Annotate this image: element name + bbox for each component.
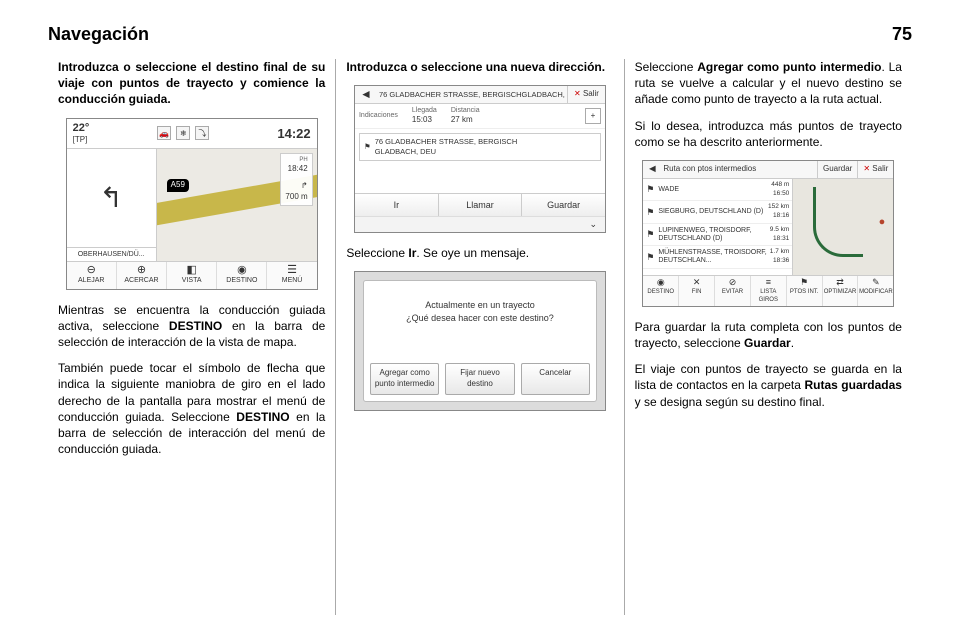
zoom-in-icon: ⊕ bbox=[117, 265, 166, 276]
c1-p2: Mientras se encuentra la conducción guia… bbox=[58, 302, 325, 351]
wp-item[interactable]: ⚑ WADE 448 m16:50 bbox=[643, 179, 792, 202]
screenshot-waypoints: ◄ Ruta con ptos intermedios Guardar ✕ Sa… bbox=[642, 160, 894, 307]
btn-menu[interactable]: ☰MENÚ bbox=[267, 262, 316, 288]
btn-alejar[interactable]: ⊖ALEJAR bbox=[67, 262, 117, 288]
pin-icon: ● bbox=[879, 215, 886, 230]
optimize-icon: ⇄ bbox=[823, 278, 858, 288]
exit-button[interactable]: ✕ Salir bbox=[567, 86, 605, 103]
btn-guardar[interactable]: Guardar bbox=[522, 194, 605, 216]
flag-icon: ⚑ bbox=[646, 228, 658, 240]
btn-llamar[interactable]: Llamar bbox=[439, 194, 523, 216]
tb-destino[interactable]: ◉DESTINO bbox=[643, 276, 679, 306]
avoid-icon: ⊘ bbox=[715, 278, 750, 288]
btn-vista[interactable]: ◧VISTA bbox=[167, 262, 217, 288]
map-canvas: A59 PH 18:42 ↱ 700 m bbox=[157, 149, 317, 261]
turn-arrow-icon: ↰ bbox=[67, 149, 156, 247]
dist-label: Distancia bbox=[451, 106, 480, 115]
screenshot-destination-detail: ◄ 76 GLADBACHER STRASSE, BERGISCHGLADBAC… bbox=[354, 85, 606, 232]
status-icons: 🚗 ❄ ⤵ bbox=[156, 126, 210, 141]
wp-item[interactable]: ⚑ SIEGBURG, DEUTSCHLAND (D) 152 km18:16 bbox=[643, 201, 792, 224]
flag-icon: ⚑ bbox=[646, 206, 658, 218]
back-icon[interactable]: ◄ bbox=[643, 162, 661, 177]
tb-lista[interactable]: ≡LISTA GIROS bbox=[751, 276, 787, 306]
dist-val: 27 km bbox=[451, 115, 480, 126]
chevron-down-icon[interactable]: ⌄ bbox=[355, 216, 605, 231]
mini-map: ● bbox=[793, 179, 893, 275]
c3-p1: Seleccione Agregar como punto intermedio… bbox=[635, 59, 902, 108]
llegada-label: Llegada bbox=[412, 106, 437, 115]
btn-acercar[interactable]: ⊕ACERCAR bbox=[117, 262, 167, 288]
list-icon: ≡ bbox=[751, 278, 786, 288]
dialog-line1: Actualmente en un trayecto bbox=[370, 299, 590, 313]
car-icon: 🚗 bbox=[157, 126, 171, 140]
screenshot-dialog: Actualmente en un trayecto ¿Qué desea ha… bbox=[354, 271, 606, 411]
tb-optimizar[interactable]: ⇄OPTIMIZAR bbox=[823, 276, 859, 306]
exit-button[interactable]: ✕ Salir bbox=[857, 161, 893, 178]
btn-fijar-nuevo[interactable]: Fijar nuevo destino bbox=[445, 363, 514, 395]
c3-p4: El viaje con puntos de trayecto se guard… bbox=[635, 361, 902, 410]
dist-remaining: 700 m bbox=[285, 192, 307, 203]
wp-item[interactable]: ⚑ MÜHLENSTRASSE, TROISDORF, DEUTSCHLAN..… bbox=[643, 246, 792, 269]
ph-label: PH bbox=[285, 156, 307, 164]
tp-indicator: [TP] bbox=[73, 135, 90, 146]
dest-item[interactable]: ⚑ 76 GLADBACHER STRASSE, BERGISCH GLADBA… bbox=[359, 133, 601, 161]
c1-p1: Introduzca o seleccione el destino final… bbox=[58, 59, 325, 108]
zoom-out-icon: ⊖ bbox=[67, 265, 116, 276]
turn-mini-icon: ↱ bbox=[285, 181, 307, 192]
indic-label: Indicaciones bbox=[359, 111, 398, 120]
btn-destino[interactable]: ◉DESTINO bbox=[217, 262, 267, 288]
view-icon: ◧ bbox=[167, 265, 216, 276]
page-number: 75 bbox=[892, 24, 912, 45]
add-button[interactable]: + bbox=[585, 108, 601, 124]
eta: 18:42 bbox=[285, 164, 307, 175]
c1-p3: También puede tocar el símbolo de flecha… bbox=[58, 360, 325, 457]
snow-icon: ❄ bbox=[176, 126, 190, 140]
tb-fin[interactable]: ✕FIN bbox=[679, 276, 715, 306]
dialog-line2: ¿Qué desea hacer con este destino? bbox=[370, 312, 590, 326]
route-icon: ⤵ bbox=[195, 126, 209, 140]
edit-icon: ✎ bbox=[858, 278, 893, 288]
destination-icon: ◉ bbox=[217, 265, 266, 276]
screenshot-map-view: 22° [TP] 🚗 ❄ ⤵ 14:22 ↰ OBERHAUSEN/DÜ... bbox=[66, 118, 318, 290]
clock: 14:22 bbox=[277, 125, 310, 143]
menu-icon: ☰ bbox=[267, 265, 316, 276]
c3-p2: Si lo desea, introduzca más puntos de tr… bbox=[635, 118, 902, 150]
flag-icon: ⚑ bbox=[646, 183, 658, 195]
end-icon: ✕ bbox=[679, 278, 714, 288]
tb-evitar[interactable]: ⊘EVITAR bbox=[715, 276, 751, 306]
dest-label: OBERHAUSEN/DÜ... bbox=[67, 247, 156, 261]
wp-title: Ruta con ptos intermedios bbox=[661, 161, 817, 178]
item-line2: GLADBACH, DEU bbox=[375, 147, 518, 157]
flag-icon: ⚑ bbox=[364, 142, 371, 152]
tb-modificar[interactable]: ✎MODIFICAR bbox=[858, 276, 893, 306]
c3-p3: Para guardar la ruta completa con los pu… bbox=[635, 319, 902, 351]
btn-agregar-intermedio[interactable]: Agregar como punto intermedio bbox=[370, 363, 439, 395]
waypoints-icon: ⚑ bbox=[787, 278, 822, 288]
btn-ir[interactable]: Ir bbox=[355, 194, 439, 216]
flag-icon: ⚑ bbox=[646, 251, 658, 263]
btn-cancelar[interactable]: Cancelar bbox=[521, 363, 590, 395]
chapter-title: Navegación bbox=[48, 24, 149, 45]
destination-icon: ◉ bbox=[643, 278, 678, 288]
btn-guardar-wp[interactable]: Guardar bbox=[817, 161, 857, 178]
back-icon[interactable]: ◄ bbox=[355, 86, 377, 102]
c2-p1: Introduzca o seleccione una nueva direcc… bbox=[346, 59, 613, 75]
llegada-val: 15:03 bbox=[412, 115, 437, 126]
tb-ptos[interactable]: ⚑PTOS INT. bbox=[787, 276, 823, 306]
addr-line: 76 GLADBACHER STRASSE, BERGISCHGLADBACH,… bbox=[377, 87, 567, 103]
wp-item[interactable]: ⚑ LUPINENWEG, TROISDORF, DEUTSCHLAND (D)… bbox=[643, 224, 792, 247]
road-badge: A59 bbox=[167, 179, 189, 192]
temp: 22° bbox=[73, 121, 90, 136]
item-line1: 76 GLADBACHER STRASSE, BERGISCH bbox=[375, 137, 518, 147]
c2-p2: Seleccione Ir. Se oye un mensaje. bbox=[346, 245, 613, 261]
